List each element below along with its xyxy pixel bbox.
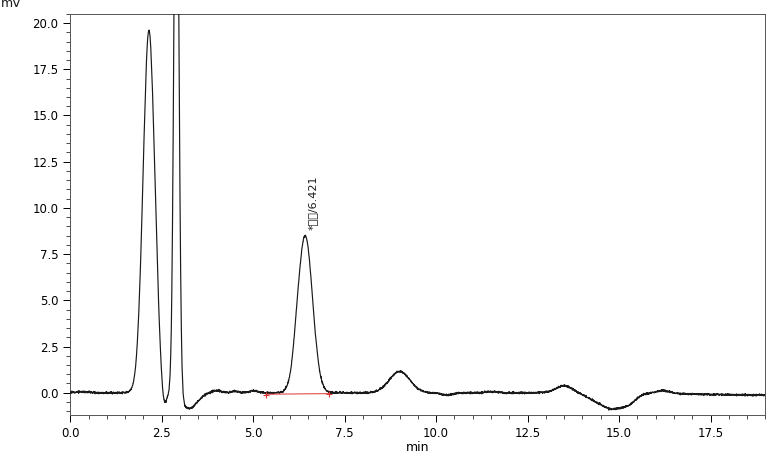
- Text: mV: mV: [1, 0, 22, 10]
- X-axis label: min: min: [406, 441, 430, 454]
- Text: *木糖/6.421: *木糖/6.421: [308, 176, 317, 230]
